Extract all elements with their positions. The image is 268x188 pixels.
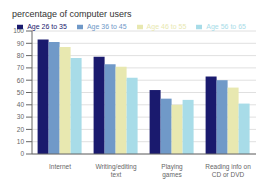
svg-text:20: 20 bbox=[17, 126, 25, 133]
svg-text:80: 80 bbox=[17, 52, 25, 59]
svg-text:0: 0 bbox=[20, 150, 24, 157]
svg-text:90: 90 bbox=[17, 40, 25, 47]
svg-text:Playinggames: Playinggames bbox=[161, 163, 183, 179]
svg-text:Internet: Internet bbox=[49, 163, 71, 170]
svg-text:30: 30 bbox=[17, 113, 25, 120]
svg-text:70: 70 bbox=[17, 64, 25, 71]
html-text:Age 56 to 65: Age 56 to 65 bbox=[206, 23, 246, 30]
svg-text:100: 100 bbox=[13, 27, 24, 34]
html-text:Age 26 to 35: Age 26 to 35 bbox=[27, 23, 67, 30]
svg-text:40: 40 bbox=[17, 101, 25, 108]
html-text:Age 46 to 55: Age 46 to 55 bbox=[146, 23, 187, 30]
svg-text:60: 60 bbox=[17, 77, 25, 84]
svg-text:10: 10 bbox=[17, 138, 25, 145]
html-text:percentage of computer users: percentage of computer users bbox=[12, 9, 132, 19]
svg-text:Reading info onCD or DVD: Reading info onCD or DVD bbox=[205, 163, 251, 178]
html-text:Age 36 to 45: Age 36 to 45 bbox=[86, 23, 127, 30]
svg-text:50: 50 bbox=[17, 89, 25, 96]
svg-text:Writing/editingtext: Writing/editingtext bbox=[95, 163, 136, 178]
